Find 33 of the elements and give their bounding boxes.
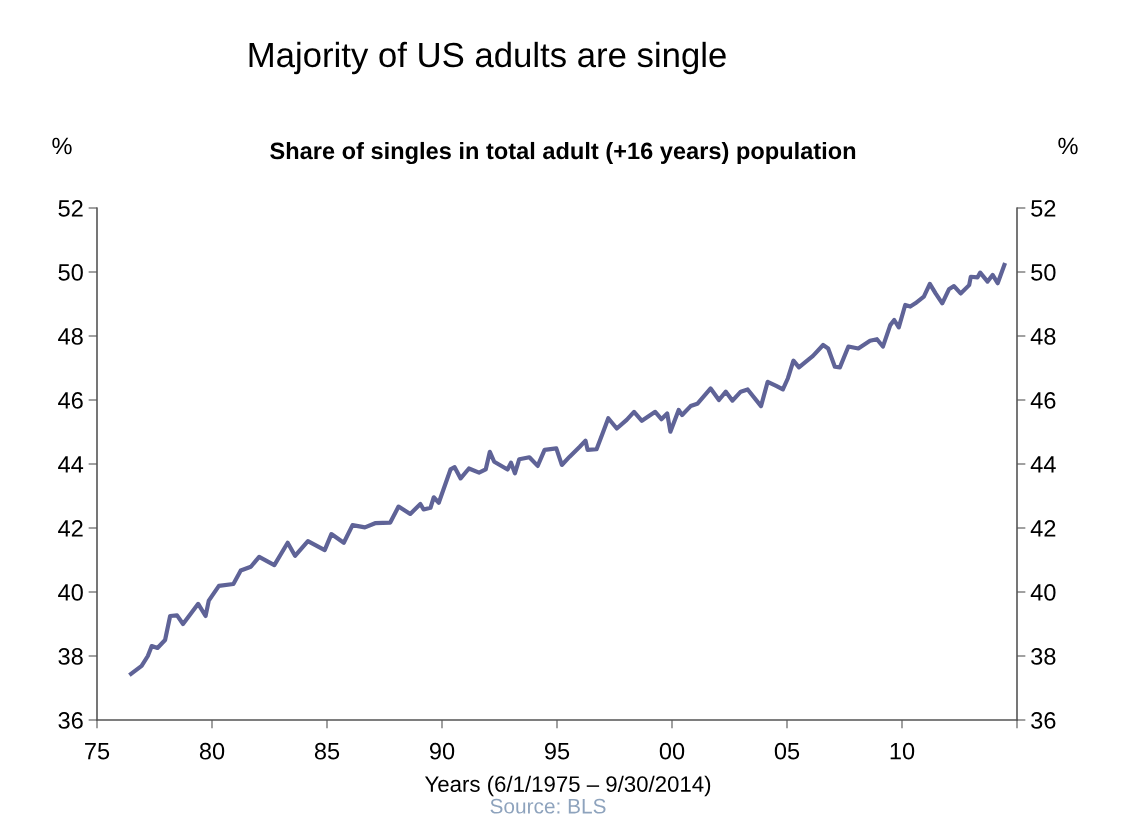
x-tick-label: 05: [774, 742, 800, 760]
x-tick-label: 85: [314, 742, 340, 760]
y2-tick-label: 40: [1030, 584, 1056, 601]
x-tick-label: 95: [544, 742, 570, 760]
x-axis-title: Years (6/1/1975 – 9/30/2014): [424, 775, 711, 797]
y-tick-label: 52: [58, 200, 83, 217]
y2-tick-label: 46: [1030, 392, 1056, 409]
y2-tick-label: 36: [1031, 712, 1056, 729]
y-tick-label: 46: [58, 392, 83, 409]
y-tick-label: 38: [58, 648, 83, 665]
y2-tick-label: 38: [1031, 648, 1056, 665]
line-series: [128, 262, 1007, 677]
y-tick-label: 50: [58, 264, 83, 281]
x-tick-label: 10: [890, 742, 915, 760]
y-tick-label: 40: [58, 584, 83, 601]
y2-tick-label: 42: [1030, 520, 1056, 537]
y2-tick-label: 52: [1031, 200, 1056, 217]
y2-axis-title: %: [1058, 137, 1078, 155]
x-tick-label: 00: [659, 742, 685, 760]
x-tick-label: 90: [429, 742, 455, 760]
chart-subtitle: Share of singles in total adult (+16 years) population: [270, 141, 856, 165]
y-tick-label: 44: [58, 456, 84, 473]
y-tick-label: 42: [58, 520, 83, 537]
x-tick-label: 80: [199, 742, 225, 760]
y2-tick-label: 48: [1030, 328, 1056, 345]
source-note: Source: BLS: [490, 798, 606, 814]
y2-tick-label: 44: [1030, 456, 1056, 473]
y-axis-title: %: [52, 137, 72, 155]
chart-title: Majority of US adults are single: [249, 41, 726, 75]
y2-tick-label: 50: [1031, 264, 1056, 281]
x-tick-label: 75: [85, 743, 110, 760]
y-tick-label: 48: [58, 328, 83, 345]
y-tick-label: 36: [58, 712, 83, 729]
